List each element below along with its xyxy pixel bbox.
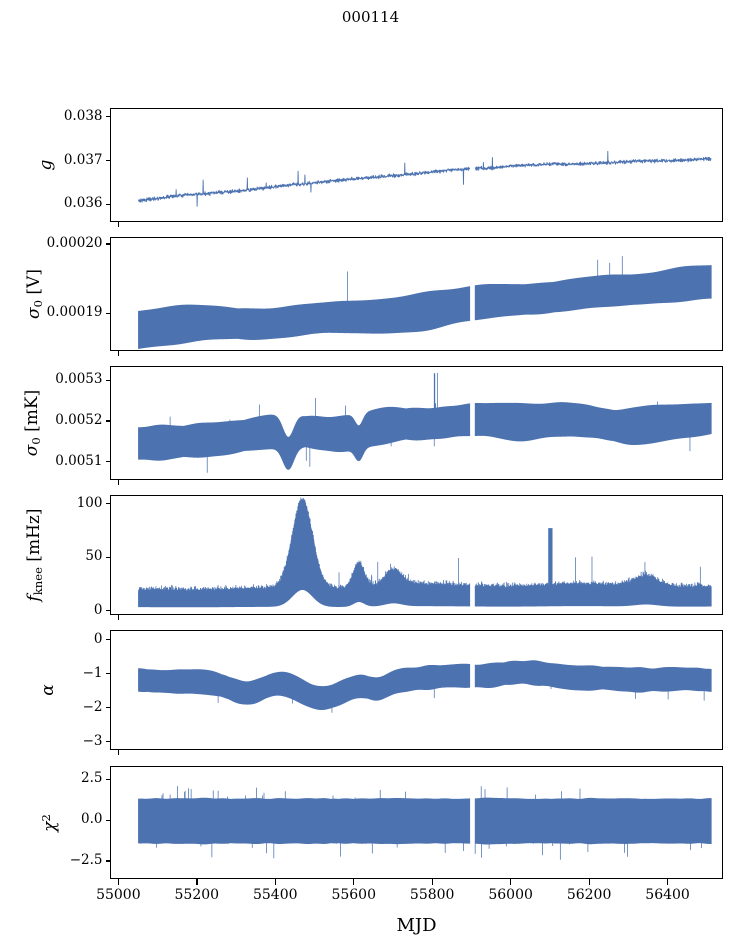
- x-tick-stub-sigma0_mK: [117, 480, 120, 485]
- x-tick-stub-f_knee: [117, 615, 120, 620]
- x-tick-mark-4: [431, 879, 433, 885]
- x-tick-stub-gain: [117, 222, 120, 227]
- x-tick-stub-sigma0_volts: [117, 351, 120, 356]
- y-tick-mark-chi2-2: [106, 860, 111, 862]
- y-axis-label-fknee: fknee [mHz]: [24, 508, 45, 602]
- y-tick-mark-gain-1: [106, 160, 111, 162]
- y-axis-label-sigma0-mk: σ0 [mK]: [22, 389, 43, 457]
- plot-panel-alpha: [110, 630, 723, 750]
- x-tick-label-3: 55600: [331, 887, 376, 903]
- x-tick-mark-7: [666, 879, 669, 885]
- x-tick-label-0: 55000: [96, 887, 141, 903]
- plot-panel-gain: [110, 108, 723, 222]
- x-tick-mark-1: [196, 879, 198, 885]
- x-tick-label-4: 55800: [409, 887, 455, 903]
- y-axis-label-alpha: α: [38, 684, 58, 696]
- y-tick-mark-f_knee-2: [106, 503, 111, 505]
- x-axis-label: MJD: [396, 915, 437, 936]
- y-tick-label-gain-2: 0.038: [63, 107, 103, 124]
- x-tick-stub-alpha: [117, 750, 120, 755]
- y-tick-label-sigma0_mK-2: 0.0053: [55, 371, 103, 388]
- y-tick-mark-gain-2: [106, 116, 111, 118]
- y-tick-mark-gain-0: [106, 203, 111, 206]
- y-tick-label-alpha-2: −2: [82, 698, 103, 715]
- y-tick-mark-alpha-1: [106, 673, 111, 675]
- y-tick-label-gain-1: 0.037: [63, 151, 103, 168]
- x-tick-label-6: 56200: [566, 887, 612, 903]
- y-tick-label-sigma0_volts-0: 0.00019: [46, 304, 103, 320]
- y-tick-label-sigma0_mK-1: 0.0052: [55, 411, 103, 428]
- y-tick-label-chi2-0: 2.5: [81, 770, 103, 787]
- y-tick-label-chi2-1: 0.0: [81, 811, 103, 828]
- y-tick-mark-sigma0_mK-2: [106, 379, 111, 381]
- y-tick-label-alpha-0: 0: [93, 630, 103, 647]
- x-tick-mark-5: [510, 879, 512, 885]
- plot-panel-sigma0-mk: [110, 366, 723, 480]
- y-tick-label-gain-0: 0.036: [63, 195, 103, 212]
- y-tick-mark-f_knee-0: [106, 610, 111, 612]
- y-tick-label-alpha-3: −3: [82, 732, 103, 749]
- plot-panel-fknee: [110, 495, 723, 615]
- series-sigma0_mK: [138, 372, 712, 473]
- plot-panel-chi2: [110, 766, 723, 879]
- y-tick-mark-sigma0_mK-1: [106, 420, 111, 422]
- x-tick-mark-2: [274, 879, 276, 885]
- x-tick-mark-3: [353, 879, 355, 885]
- y-axis-label-chi2: χ2: [39, 813, 61, 832]
- y-tick-mark-sigma0_mK-0: [106, 461, 111, 463]
- figure-title: 000114: [341, 8, 400, 26]
- series-f_knee: [138, 497, 712, 608]
- y-tick-label-chi2-2: −2.5: [69, 851, 103, 868]
- y-tick-label-f_knee-0: 0: [93, 601, 103, 618]
- plot-panel-sigma0-volts: [110, 237, 723, 351]
- series-chi2: [138, 786, 712, 860]
- y-tick-label-f_knee-1: 50: [85, 548, 103, 565]
- x-tick-mark-0: [117, 879, 120, 885]
- y-tick-mark-sigma0_volts-0: [106, 312, 111, 314]
- x-tick-label-2: 55400: [252, 887, 298, 903]
- y-tick-mark-f_knee-1: [106, 556, 111, 558]
- y-tick-mark-sigma0_volts-1: [106, 243, 111, 245]
- y-tick-label-sigma0_volts-1: 0.00020: [46, 234, 103, 251]
- y-axis-label-sigma0-volts: σ0 [V]: [24, 269, 45, 319]
- x-tick-mark-6: [588, 879, 590, 885]
- x-tick-label-7: 56400: [645, 887, 690, 903]
- y-tick-mark-alpha-3: [106, 741, 111, 743]
- y-tick-label-sigma0_mK-0: 0.0051: [55, 452, 103, 469]
- y-axis-label-gain: g: [36, 159, 56, 171]
- x-tick-label-5: 56000: [488, 887, 533, 903]
- y-tick-mark-alpha-0: [106, 639, 111, 641]
- series-alpha: [138, 660, 712, 713]
- y-tick-mark-chi2-1: [106, 819, 111, 821]
- y-tick-mark-chi2-0: [106, 778, 111, 780]
- y-tick-mark-alpha-2: [106, 707, 111, 709]
- y-tick-label-f_knee-2: 100: [76, 494, 103, 511]
- series-sigma0_volts: [138, 256, 712, 349]
- x-tick-label-1: 55200: [174, 887, 220, 903]
- series-gain: [138, 150, 712, 207]
- y-tick-label-alpha-1: −1: [82, 664, 103, 681]
